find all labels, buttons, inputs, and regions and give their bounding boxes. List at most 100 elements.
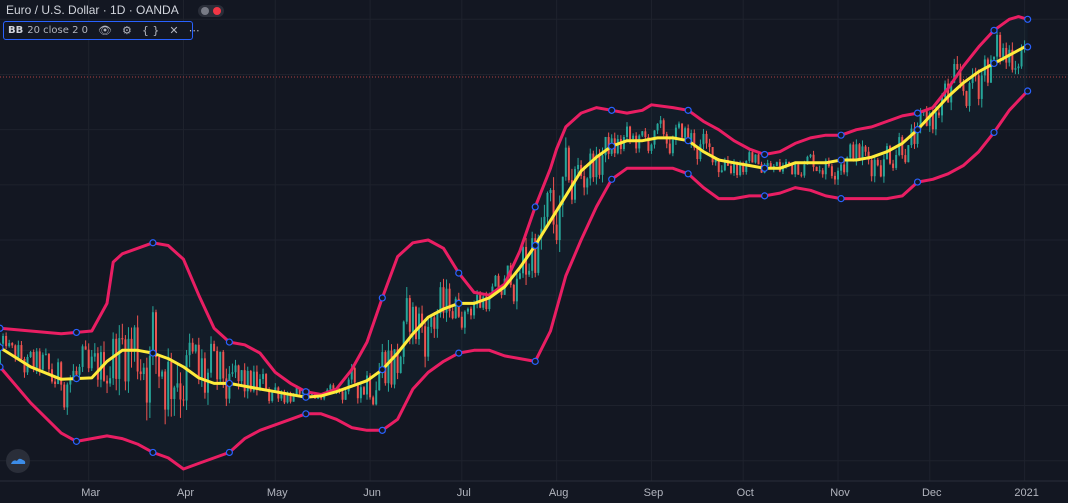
upper-marker[interactable]	[684, 106, 692, 114]
candle-body	[659, 120, 662, 124]
candle-body	[959, 69, 962, 84]
basis-marker[interactable]	[302, 393, 310, 401]
candle-body	[197, 344, 200, 379]
lower-marker[interactable]	[608, 175, 616, 183]
lower-marker[interactable]	[837, 195, 845, 203]
lower-marker[interactable]	[990, 128, 998, 137]
candle-body	[185, 355, 188, 401]
lower-marker[interactable]	[225, 448, 233, 457]
eye-icon[interactable]: 👁	[98, 24, 112, 37]
upper-marker[interactable]	[761, 150, 769, 159]
tradingview-logo-icon[interactable]	[6, 449, 30, 473]
lower-marker[interactable]	[378, 426, 386, 434]
candle-body	[647, 137, 650, 151]
candle-body	[47, 353, 50, 370]
candle-body	[246, 370, 249, 392]
upper-marker[interactable]	[72, 328, 81, 337]
candle-body	[788, 161, 791, 165]
candle-body	[332, 385, 335, 392]
candle-body	[858, 144, 861, 160]
candle-body	[390, 350, 393, 385]
grid-lines	[0, 0, 1068, 481]
candle-body	[775, 162, 778, 166]
lower-marker[interactable]	[913, 178, 922, 186]
candle-body	[977, 75, 980, 99]
candle-body	[742, 163, 745, 172]
upper-marker[interactable]	[149, 239, 157, 247]
bollinger-band-fill	[0, 16, 1028, 469]
basis-marker[interactable]	[990, 59, 998, 68]
candle-body	[577, 164, 580, 170]
candle-body	[570, 180, 573, 200]
candle-body	[916, 128, 919, 144]
upper-marker[interactable]	[378, 294, 386, 302]
candle-body	[8, 343, 11, 347]
upper-marker[interactable]	[1024, 15, 1032, 23]
candle-body	[937, 112, 940, 116]
candle-body	[210, 343, 213, 373]
candle-body	[353, 368, 356, 383]
upper-marker[interactable]	[990, 26, 998, 34]
candle-body	[641, 131, 644, 136]
lower-marker[interactable]	[531, 357, 539, 365]
basis-marker[interactable]	[608, 142, 616, 150]
candle-body	[971, 74, 974, 84]
candle-body	[518, 273, 521, 279]
basis-marker[interactable]	[1024, 43, 1032, 51]
lower-marker[interactable]	[302, 410, 310, 418]
lower-marker[interactable]	[761, 192, 769, 200]
basis-marker[interactable]	[72, 375, 81, 383]
basis-marker[interactable]	[0, 343, 4, 352]
lower-marker[interactable]	[72, 437, 81, 445]
candle-body	[1020, 48, 1023, 67]
basis-marker[interactable]	[455, 299, 463, 308]
candle-body	[797, 164, 800, 175]
upper-marker[interactable]	[531, 203, 539, 211]
candle-body	[806, 156, 809, 165]
time-axis[interactable]	[0, 481, 1068, 503]
candle-body	[20, 345, 23, 359]
candle-body	[934, 112, 937, 130]
candle-body	[989, 59, 992, 83]
candle-body	[473, 304, 476, 316]
basis-marker[interactable]	[531, 241, 539, 250]
candle-body	[158, 357, 161, 377]
gear-icon[interactable]: ⚙	[121, 24, 132, 37]
lower-marker[interactable]	[0, 363, 4, 371]
visibility-toggle[interactable]	[198, 5, 224, 17]
candle-body	[766, 163, 769, 167]
basis-marker[interactable]	[378, 366, 386, 374]
candle-body	[791, 164, 794, 175]
lower-marker[interactable]	[1024, 87, 1032, 95]
braces-icon[interactable]: { }	[141, 24, 160, 37]
lower-marker[interactable]	[455, 349, 463, 357]
basis-marker[interactable]	[225, 379, 233, 388]
lower-marker[interactable]	[684, 170, 692, 178]
upper-marker[interactable]	[608, 106, 616, 114]
candle-body	[295, 387, 298, 395]
basis-marker[interactable]	[837, 156, 845, 164]
upper-marker[interactable]	[837, 131, 845, 139]
candle-body	[369, 375, 372, 398]
candle-body	[861, 146, 864, 160]
indicator-legend[interactable]: BB 20 close 2 0 👁 ⚙ { } ✕ ⋯	[3, 21, 200, 40]
candle-body	[265, 374, 268, 390]
basis-marker[interactable]	[684, 137, 692, 145]
upper-marker[interactable]	[0, 324, 4, 332]
upper-marker[interactable]	[225, 338, 233, 346]
candle-body	[677, 123, 680, 128]
lower-marker[interactable]	[149, 448, 157, 457]
candle-body	[699, 144, 702, 159]
more-icon[interactable]: ⋯	[188, 24, 200, 37]
upper-marker[interactable]	[455, 269, 463, 277]
candle-body	[870, 160, 873, 177]
candle-body	[194, 344, 197, 352]
basis-marker[interactable]	[149, 349, 157, 357]
close-icon[interactable]: ✕	[169, 24, 179, 37]
candle-body	[78, 366, 81, 375]
candle-body	[849, 144, 852, 158]
basis-marker[interactable]	[761, 164, 769, 172]
upper-marker[interactable]	[913, 109, 922, 117]
basis-marker[interactable]	[913, 126, 922, 134]
